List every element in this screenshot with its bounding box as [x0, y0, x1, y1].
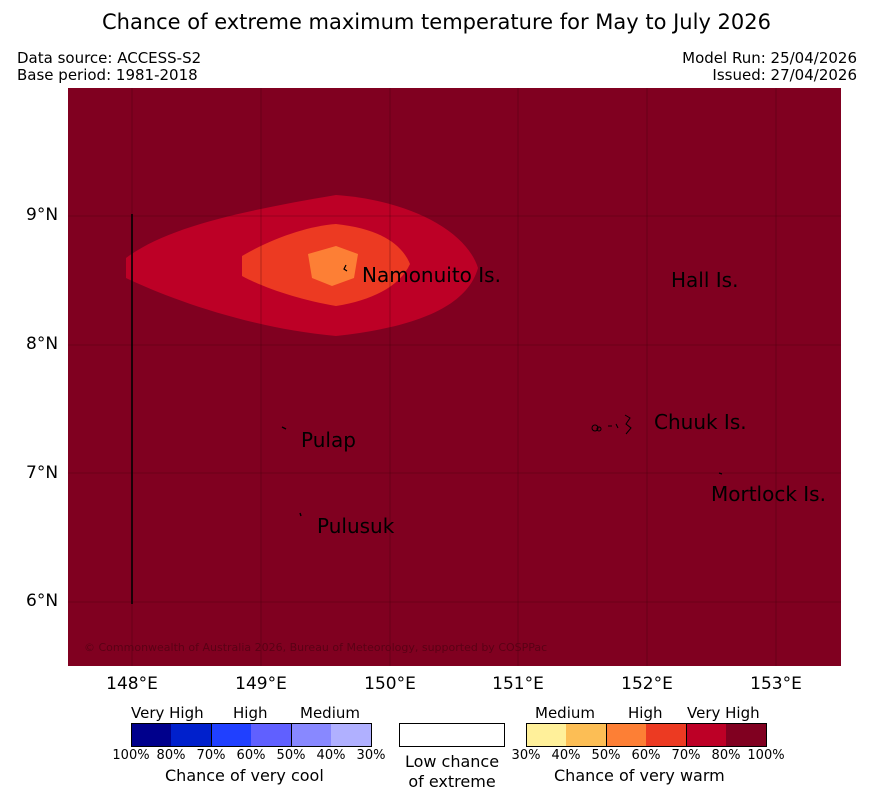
warm-swatch-6 [726, 723, 767, 747]
lon-label-153e: 153°E [750, 674, 802, 694]
warm-cat-high: High [628, 704, 663, 722]
warm-cat-very-high: Very High [687, 704, 760, 722]
low-chance-caption: Low chance of extreme [399, 752, 505, 792]
cool-swatch-4 [251, 723, 291, 747]
pulusuk-island-marker [299, 512, 302, 517]
pulap-island-marker [281, 426, 287, 430]
cool-swatch-2 [171, 723, 211, 747]
cool-cat-medium: Medium [300, 704, 360, 722]
lat-label-9n: 9°N [26, 205, 59, 225]
cool-cat-high: High [233, 704, 268, 722]
cool-tick: 80% [156, 748, 186, 763]
cool-tick: 60% [236, 748, 266, 763]
contour-60 [308, 246, 358, 286]
model-run: Model Run: 25/04/2026 [682, 49, 857, 67]
copyright-notice: © Commonwealth of Australia 2026, Bureau… [84, 641, 548, 654]
warm-swatch-2 [566, 723, 606, 747]
place-label-pulusuk: Pulusuk [317, 514, 395, 538]
cool-tick: 70% [196, 748, 226, 763]
lon-label-151e: 151°E [492, 674, 544, 694]
namonuito-island-marker [343, 264, 348, 272]
warm-caption: Chance of very warm [554, 766, 725, 785]
warm-swatch-1 [526, 723, 568, 747]
base-period: Base period: 1981-2018 [17, 66, 198, 84]
warm-tick: 70% [671, 748, 701, 763]
chuuk-island-markers [591, 414, 632, 435]
cool-tick: 30% [356, 748, 386, 763]
lat-label-7n: 7°N [26, 463, 59, 483]
mortlock-island-marker [718, 472, 723, 475]
lon-label-149e: 149°E [235, 674, 287, 694]
warm-cat-medium: Medium [535, 704, 595, 722]
issued-date: Issued: 27/04/2026 [712, 66, 857, 84]
place-label-chuuk: Chuuk Is. [654, 410, 747, 434]
place-label-namonuito: Namonuito Is. [362, 263, 501, 287]
cool-tick: 100% [112, 748, 150, 763]
map-title: Chance of extreme maximum temperature fo… [101, 10, 771, 34]
map-panel[interactable] [68, 88, 841, 666]
cool-cat-very-high: Very High [131, 704, 204, 722]
cool-swatch-1 [131, 723, 173, 747]
warm-tick: 40% [551, 748, 581, 763]
warm-swatch-3 [606, 723, 648, 747]
lon-label-148e: 148°E [106, 674, 158, 694]
cool-caption: Chance of very cool [165, 766, 324, 785]
warm-swatch-5 [686, 723, 728, 747]
lat-label-6n: 6°N [26, 591, 59, 611]
lat-label-8n: 8°N [26, 334, 59, 354]
cool-swatch-5 [291, 723, 333, 747]
data-source: Data source: ACCESS-S2 [17, 49, 202, 67]
cool-swatch-3 [211, 723, 253, 747]
cool-tick: 50% [276, 748, 306, 763]
low-chance-line2: of extreme [408, 772, 496, 791]
place-label-pulap: Pulap [301, 428, 356, 452]
lon-label-150e: 150°E [364, 674, 416, 694]
warm-tick: 30% [511, 748, 541, 763]
place-label-mortlock: Mortlock Is. [711, 482, 826, 506]
meta-right: Model Run: 25/04/2026 Issued: 27/04/2026 [682, 50, 857, 84]
lon-label-152e: 152°E [621, 674, 673, 694]
cool-swatch-6 [331, 723, 372, 747]
cool-tick: 40% [316, 748, 346, 763]
warm-swatch-4 [646, 723, 686, 747]
warm-tick: 100% [747, 748, 785, 763]
meta-left: Data source: ACCESS-S2 Base period: 1981… [17, 50, 201, 84]
warm-tick: 60% [631, 748, 661, 763]
map-background [68, 88, 841, 666]
warm-tick: 50% [591, 748, 621, 763]
low-chance-line1: Low chance [404, 752, 500, 771]
warm-tick: 80% [711, 748, 741, 763]
place-label-hall: Hall Is. [671, 268, 739, 292]
low-chance-swatch [399, 723, 505, 747]
